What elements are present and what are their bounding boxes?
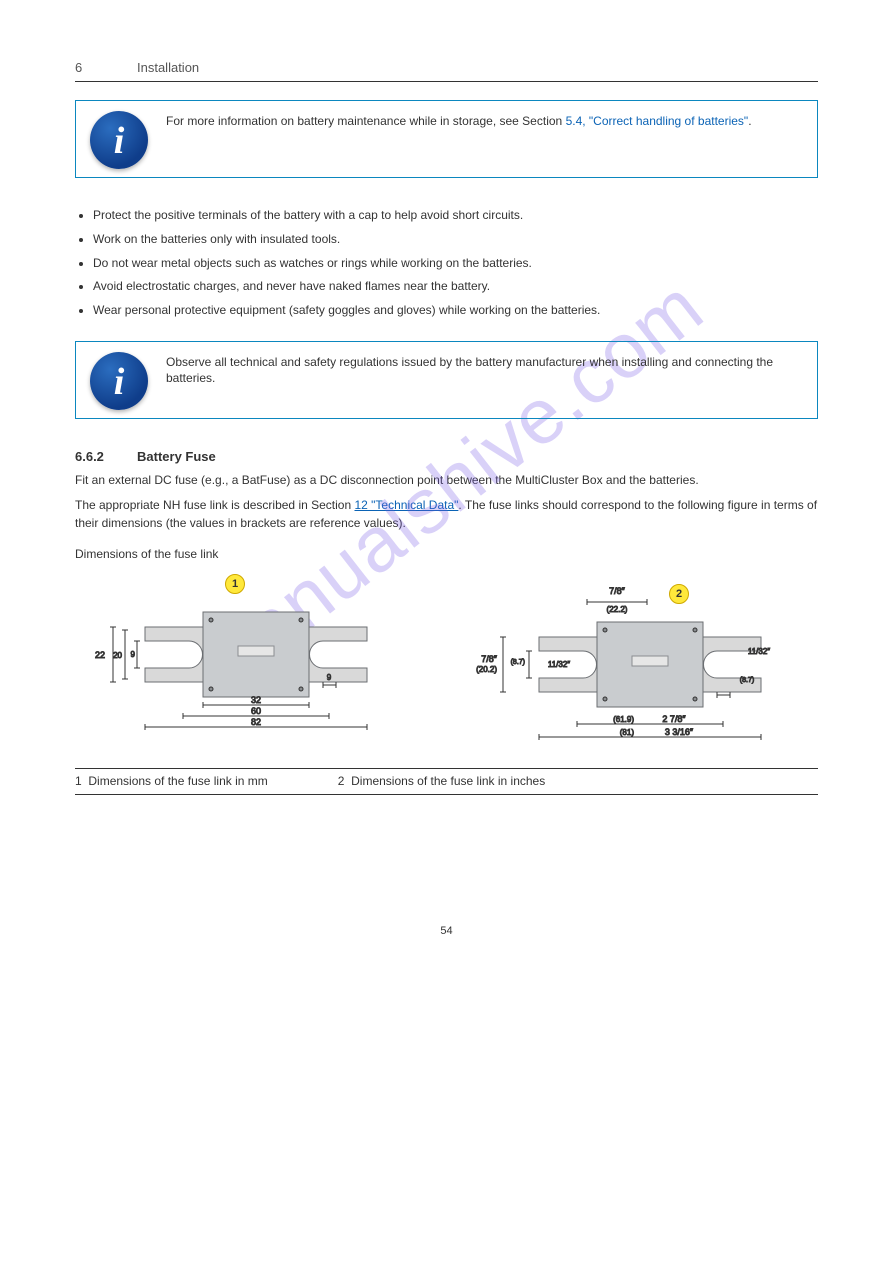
info-regulations-text: Observe all technical and safety regulat… bbox=[166, 355, 773, 385]
info-box-storage: i For more information on battery mainte… bbox=[75, 100, 818, 178]
svg-text:(22.2): (22.2) bbox=[607, 605, 628, 614]
list-item: Protect the positive terminals of the ba… bbox=[93, 206, 818, 226]
header-rule bbox=[75, 81, 818, 82]
info-storage-link[interactable]: 5.4, "Correct handling of batteries" bbox=[566, 114, 749, 128]
svg-text:(61.9): (61.9) bbox=[613, 715, 634, 724]
svg-text:9: 9 bbox=[131, 650, 136, 659]
svg-text:i: i bbox=[114, 361, 125, 403]
footnote-1: 1 Dimensions of the fuse link in mm bbox=[75, 774, 268, 788]
para-fuse-lead: The appropriate NH fuse link is describe… bbox=[75, 498, 354, 512]
svg-text:(81): (81) bbox=[620, 728, 635, 737]
info-icon: i bbox=[90, 352, 148, 410]
info-box-regulations: i Observe all technical and safety regul… bbox=[75, 341, 818, 419]
fuse-diagram-mm: 1 22 20 9 9 bbox=[75, 582, 425, 732]
list-item: Avoid electrostatic charges, and never h… bbox=[93, 277, 818, 297]
svg-text:7/8″: 7/8″ bbox=[609, 586, 626, 596]
info-storage-tail: . bbox=[748, 114, 751, 128]
svg-text:2 7/8″: 2 7/8″ bbox=[662, 714, 686, 724]
svg-text:11/32″: 11/32″ bbox=[748, 647, 770, 656]
footnote-2: 2 Dimensions of the fuse link in inches bbox=[338, 774, 545, 788]
badge-1: 1 bbox=[225, 574, 245, 594]
info-storage-lead: For more information on battery maintena… bbox=[166, 114, 562, 128]
safety-bullets: Protect the positive terminals of the ba… bbox=[93, 206, 818, 321]
badge-2: 2 bbox=[669, 584, 689, 604]
list-item: Do not wear metal objects such as watche… bbox=[93, 254, 818, 274]
figure-caption: Dimensions of the fuse link bbox=[75, 546, 818, 563]
svg-text:60: 60 bbox=[251, 706, 261, 716]
svg-text:(8.7): (8.7) bbox=[740, 677, 754, 684]
list-item: Wear personal protective equipment (safe… bbox=[93, 301, 818, 321]
svg-text:(8.7): (8.7) bbox=[511, 659, 525, 666]
list-item: Work on the batteries only with insulate… bbox=[93, 230, 818, 250]
heading-battery-fuse: 6.6.2Battery Fuse bbox=[75, 449, 818, 464]
para-fit-fuse: Fit an external DC fuse (e.g., a BatFuse… bbox=[75, 472, 818, 489]
svg-text:9: 9 bbox=[327, 673, 332, 682]
svg-text:3 3/16″: 3 3/16″ bbox=[665, 727, 694, 737]
svg-text:(20.2): (20.2) bbox=[476, 665, 497, 674]
heading-text: Battery Fuse bbox=[137, 449, 216, 464]
header-section-title: Installation bbox=[137, 60, 199, 75]
figure-footnotes: 1 Dimensions of the fuse link in mm 2 Di… bbox=[75, 768, 818, 795]
page-header: 6 Installation bbox=[75, 60, 818, 75]
svg-text:32: 32 bbox=[251, 695, 261, 705]
page-number: 54 bbox=[75, 925, 818, 937]
svg-text:i: i bbox=[114, 120, 125, 162]
fuse-diagram-row: 1 22 20 9 9 bbox=[75, 582, 818, 750]
svg-text:11/32″: 11/32″ bbox=[548, 660, 570, 669]
svg-text:7/8″: 7/8″ bbox=[481, 654, 498, 664]
header-section-number: 6 bbox=[75, 60, 137, 75]
info-icon: i bbox=[90, 111, 148, 169]
heading-number: 6.6.2 bbox=[75, 449, 137, 464]
svg-text:22: 22 bbox=[95, 650, 105, 660]
svg-text:20: 20 bbox=[113, 651, 122, 660]
fuse-diagram-inches: 2 7/8″ (22.2) 7/8″ (20.2) (8.7) bbox=[459, 582, 829, 750]
tech-data-link[interactable]: 12 "Technical Data" bbox=[354, 498, 458, 512]
para-fuse-link: The appropriate NH fuse link is describe… bbox=[75, 497, 818, 532]
svg-text:82: 82 bbox=[251, 717, 261, 727]
